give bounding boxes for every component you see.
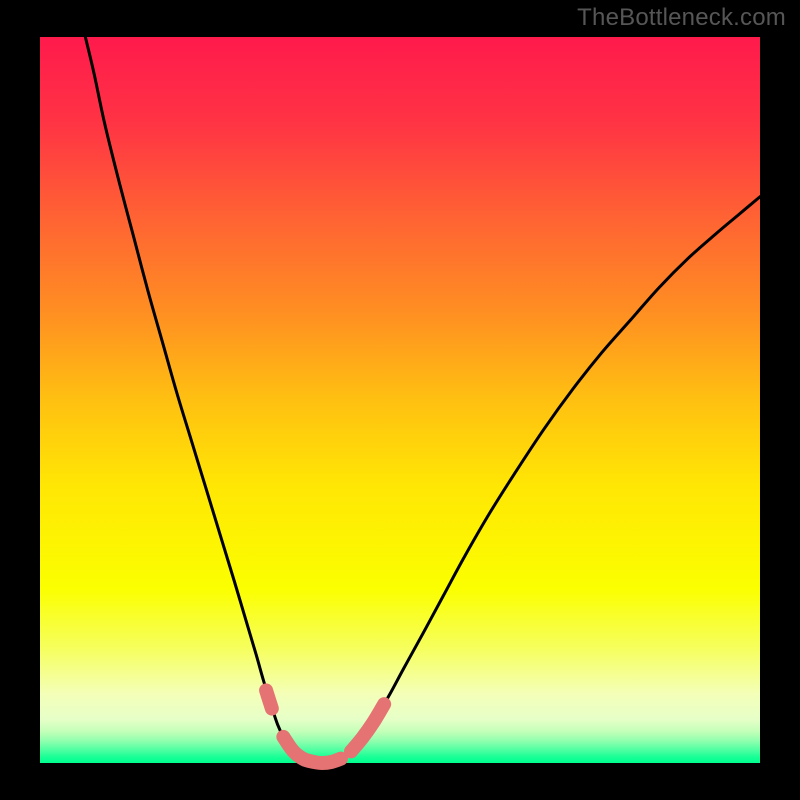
plot-background xyxy=(40,37,760,763)
bottleneck-plot xyxy=(0,0,800,800)
watermark-label: TheBottleneck.com xyxy=(577,4,786,32)
chart-frame: TheBottleneck.com xyxy=(0,0,800,800)
highlight-segment-0 xyxy=(266,690,272,708)
